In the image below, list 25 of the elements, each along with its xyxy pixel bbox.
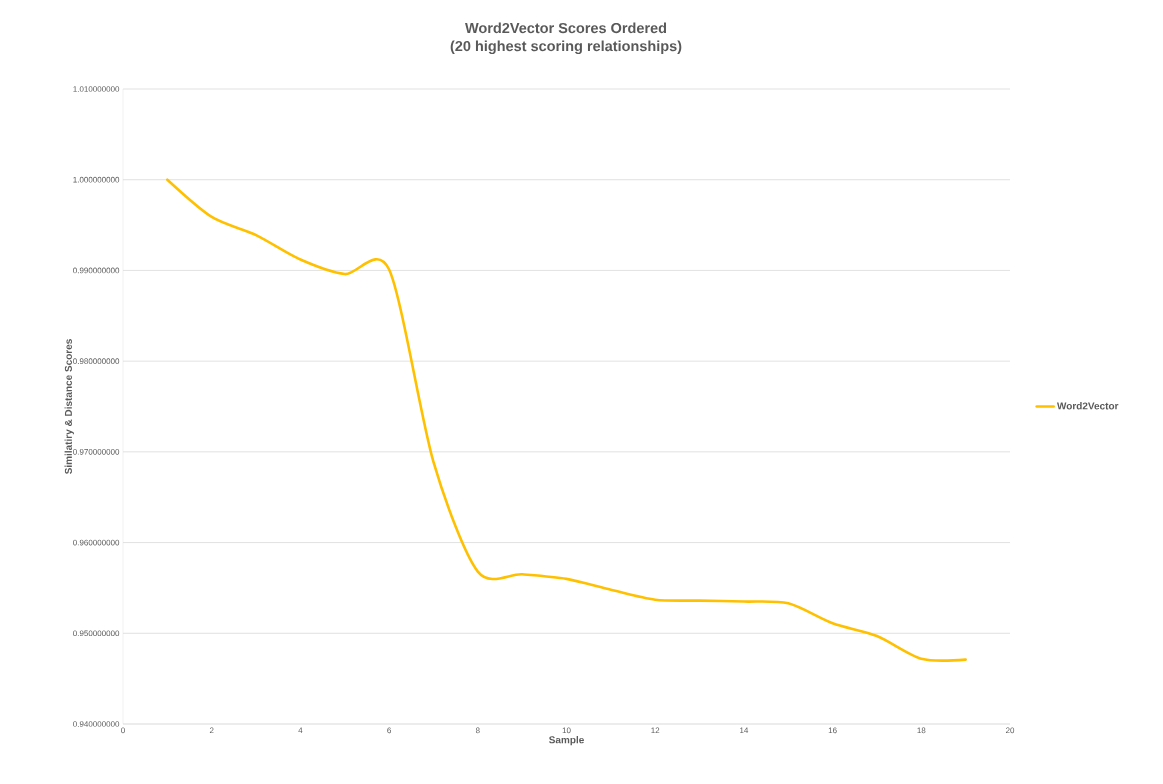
legend-label: Word2Vector xyxy=(1056,402,1119,410)
y-tick-label: 1.000000000 xyxy=(73,176,120,183)
y-tick-label: 0.970000000 xyxy=(73,449,120,455)
x-tick-label: 14 xyxy=(740,727,749,734)
y-tick-label: 0.980000000 xyxy=(73,358,120,364)
y-tick-label: 0.950000000 xyxy=(73,630,120,637)
x-tick-label: 6 xyxy=(387,727,391,734)
chart-title: Word2Vector Scores Ordered xyxy=(465,22,667,34)
x-tick-label: 16 xyxy=(828,727,837,734)
x-tick-label: 0 xyxy=(121,727,125,734)
y-axis-title: Similatiry & Distance Scores xyxy=(64,339,74,475)
y-tick-label: 0.990000000 xyxy=(73,267,120,274)
x-axis-title: Sample xyxy=(549,736,584,746)
x-tick-label: 4 xyxy=(298,727,303,734)
x-tick-label: 10 xyxy=(562,727,571,734)
x-tick-label: 8 xyxy=(475,727,480,734)
y-tick-label: 0.940000000 xyxy=(73,721,120,727)
x-tick-label: 20 xyxy=(1005,727,1015,734)
line-series xyxy=(166,178,967,662)
y-tick-label: 0.960000000 xyxy=(73,539,120,546)
x-tick-label: 18 xyxy=(917,727,926,734)
y-tick-label: 1.010000000 xyxy=(73,86,120,92)
x-tick-label: 2 xyxy=(209,727,214,734)
chart-subtitle: (20 highest scoring relationships) xyxy=(450,40,682,55)
x-tick-label: 12 xyxy=(651,727,660,734)
